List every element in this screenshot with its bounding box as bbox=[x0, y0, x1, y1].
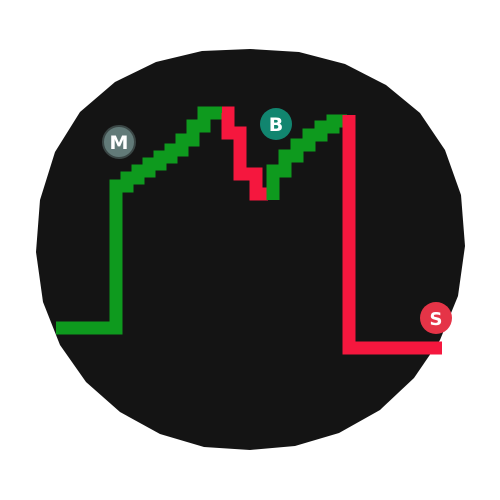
icon-background bbox=[36, 49, 465, 450]
s-badge: S bbox=[420, 302, 452, 334]
uptrend-line bbox=[56, 106, 222, 335]
b-badge-label: B bbox=[269, 114, 283, 136]
m-badge: M bbox=[102, 125, 136, 159]
b-badge: B bbox=[260, 108, 292, 140]
dip-line bbox=[221, 106, 268, 201]
m-badge-label: M bbox=[110, 132, 129, 154]
drop-line bbox=[342, 115, 442, 355]
s-badge-label: S bbox=[430, 309, 443, 330]
recovery-line bbox=[266, 114, 347, 200]
